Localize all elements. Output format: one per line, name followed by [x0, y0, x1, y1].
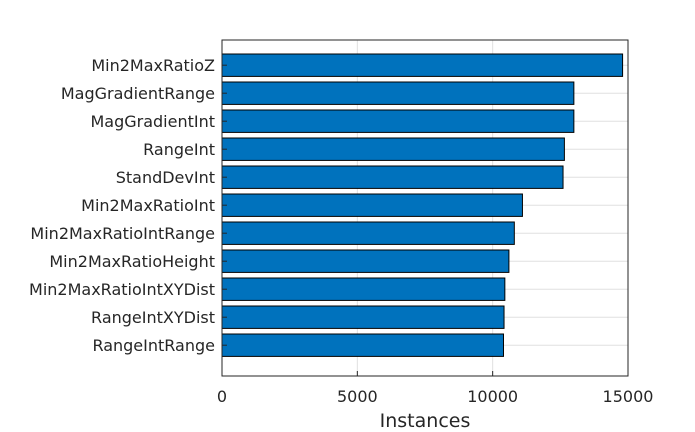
plot-frame: [221, 39, 629, 377]
bar-Min2MaxRatioInt: [221, 193, 523, 217]
x-tick-label: 0: [217, 387, 227, 406]
y-tick-label: StandDevInt: [116, 168, 215, 187]
x-axis-title: Instances: [380, 410, 471, 432]
y-tick-label: MagGradientRange: [61, 84, 215, 103]
y-tick-label: Min2MaxRatioZ: [91, 56, 215, 75]
x-tick-label: 5000: [337, 387, 378, 406]
bar-MagGradientInt: [221, 109, 575, 133]
bar-RangeIntRange: [221, 333, 504, 357]
y-tick-label: RangeIntRange: [92, 336, 215, 355]
y-tick-label: RangeIntXYDist: [91, 308, 215, 327]
bar-Min2MaxRatioZ: [221, 53, 624, 77]
y-tick-label: Min2MaxRatioIntRange: [30, 224, 215, 243]
label-layer: 0 5000 10000 15000 Min2MaxRatioZ MagGradientR…: [29, 56, 653, 406]
y-tick-label: MagGradientInt: [90, 112, 215, 131]
y-tick-label: Min2MaxRatioInt: [81, 196, 215, 215]
bar-RangeIntXYDist: [221, 305, 505, 329]
bar-Min2MaxRatioIntXYDist: [221, 277, 506, 301]
y-tick-label: Min2MaxRatioHeight: [49, 252, 215, 271]
y-tick-label: RangeInt: [143, 140, 215, 159]
x-tick-label: 10000: [467, 387, 518, 406]
bar-StandDevInt: [221, 165, 564, 189]
bar-Min2MaxRatioIntRange: [221, 221, 515, 245]
y-tick-label: Min2MaxRatioIntXYDist: [29, 280, 215, 299]
bar-RangeInt: [221, 137, 565, 161]
bar-Min2MaxRatioHeight: [221, 249, 510, 273]
bar-MagGradientRange: [221, 81, 575, 105]
x-tick-label: 15000: [603, 387, 654, 406]
tick-layer: [221, 64, 629, 376]
